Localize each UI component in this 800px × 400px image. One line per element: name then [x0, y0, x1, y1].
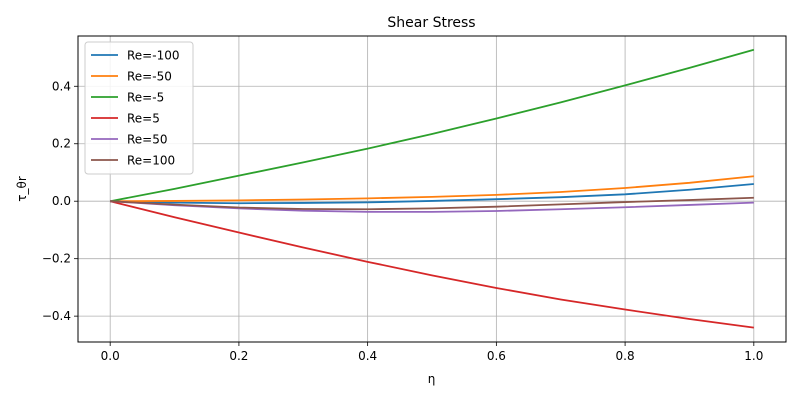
y-tick-label: −0.2	[42, 252, 71, 266]
y-tick-label: 0.4	[52, 79, 71, 93]
legend-label: Re=-100	[127, 49, 179, 63]
series-lines	[109, 48, 755, 329]
series-line	[110, 48, 755, 203]
legend-label: Re=100	[127, 154, 175, 168]
series-line	[110, 196, 754, 211]
x-tick-label: 0.2	[229, 349, 248, 363]
y-tick-label: −0.4	[42, 309, 71, 323]
y-tick-label: 0.2	[52, 137, 71, 151]
legend-box	[84, 41, 194, 175]
chart-title: Shear Stress	[387, 15, 475, 31]
x-tick-label: 0.0	[101, 349, 120, 363]
x-tick-label: 0.4	[358, 349, 377, 363]
series-line	[109, 200, 754, 329]
series-line	[110, 175, 754, 203]
legend-label: Re=50	[127, 133, 168, 147]
y-axis-ticks: −0.4 −0.2 0.0 0.2 0.4	[42, 79, 78, 323]
x-axis-ticks: 0.0 0.2 0.4 0.6 0.8 1.0	[101, 342, 763, 363]
legend-label: Re=-50	[127, 70, 172, 84]
x-tick-label: 0.8	[616, 349, 635, 363]
legend-label: Re=-5	[127, 91, 164, 105]
legend-label: Re=5	[127, 112, 160, 126]
x-tick-label: 0.6	[487, 349, 506, 363]
y-axis-label: τ_θr	[15, 176, 29, 202]
x-axis-label: η	[428, 372, 436, 386]
legend: Re=-100 Re=-50 Re=-5 Re=5 Re=50 Re=100	[84, 41, 194, 175]
plot-frame	[77, 35, 787, 343]
x-tick-label: 1.0	[744, 349, 763, 363]
y-tick-label: 0.0	[52, 194, 71, 208]
series-line	[110, 183, 754, 205]
